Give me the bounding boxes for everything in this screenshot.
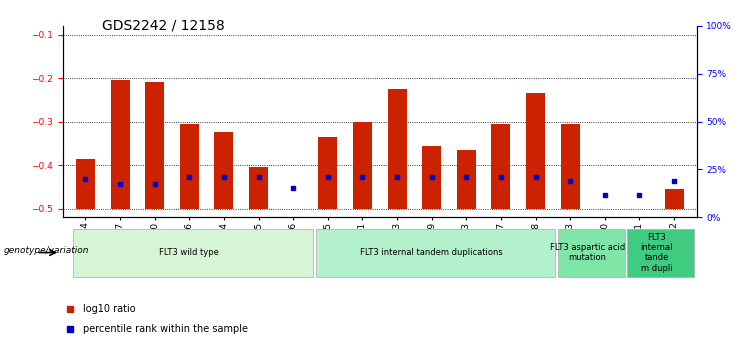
FancyBboxPatch shape	[316, 229, 555, 277]
Bar	[491, 124, 511, 209]
Bar	[110, 80, 130, 209]
Bar	[526, 93, 545, 209]
FancyBboxPatch shape	[558, 229, 625, 277]
Bar	[388, 89, 407, 209]
Text: percentile rank within the sample: percentile rank within the sample	[84, 324, 248, 334]
Text: FLT3 wild type: FLT3 wild type	[159, 248, 219, 257]
Bar	[422, 146, 441, 209]
Bar	[353, 121, 372, 209]
FancyBboxPatch shape	[628, 229, 694, 277]
Bar	[180, 124, 199, 209]
Bar	[665, 189, 683, 209]
Text: GDS2242 / 12158: GDS2242 / 12158	[102, 19, 225, 33]
Text: FLT3 aspartic acid
mutation: FLT3 aspartic acid mutation	[550, 243, 625, 263]
Bar	[214, 132, 233, 209]
Bar	[249, 167, 268, 209]
Text: genotype/variation: genotype/variation	[4, 246, 89, 255]
Bar	[76, 159, 95, 209]
Text: FLT3
internal
tande
m dupli: FLT3 internal tande m dupli	[640, 233, 673, 273]
FancyBboxPatch shape	[73, 229, 313, 277]
Bar	[145, 82, 165, 209]
Bar	[319, 137, 337, 209]
Text: FLT3 internal tandem duplications: FLT3 internal tandem duplications	[360, 248, 503, 257]
Bar	[456, 150, 476, 209]
Bar	[561, 124, 579, 209]
Text: log10 ratio: log10 ratio	[84, 304, 136, 314]
